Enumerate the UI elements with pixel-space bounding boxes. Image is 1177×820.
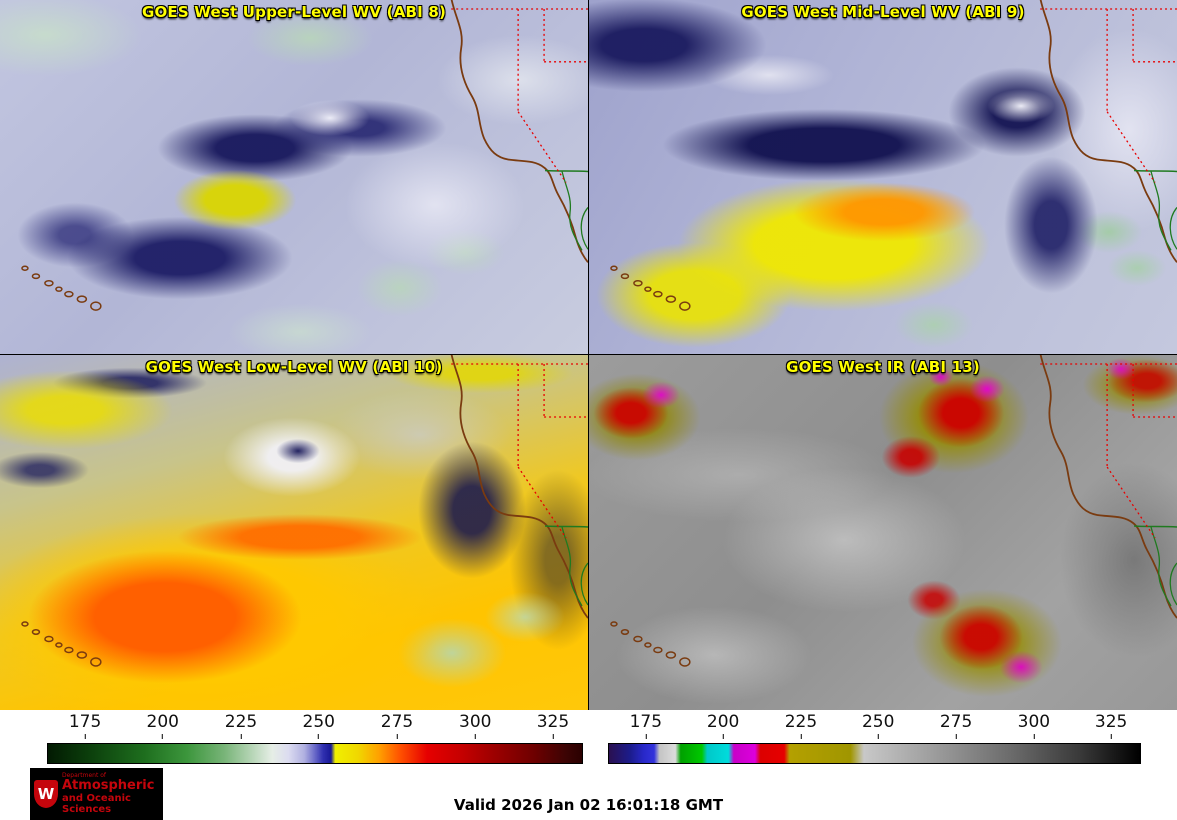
aos-department-logo: W Department of Atmospheric and Oceanic … <box>30 768 163 820</box>
colorbar-wv-gradient <box>47 743 583 764</box>
logo-line-2: and Oceanic Sciences <box>62 793 131 816</box>
tick-label: 250 <box>862 712 894 739</box>
map-overlay-icon <box>610 0 1177 312</box>
tick-label: 200 <box>147 712 179 739</box>
tick-label: 200 <box>707 712 739 739</box>
tick-label: 175 <box>69 712 101 739</box>
logo-line-1: Atmospheric <box>62 778 155 794</box>
tick-label: 300 <box>1018 712 1050 739</box>
logo-text: Department of Atmospheric and Oceanic Sc… <box>62 771 159 816</box>
colorbar-ir: 175 200 225 250 275 300 325 <box>608 710 1141 768</box>
map-overlay-icon <box>610 355 1177 667</box>
crest-letter: W <box>37 785 55 803</box>
logo-dept-line: Department of <box>62 771 106 779</box>
tick-label: 175 <box>630 712 662 739</box>
map-overlay-icon <box>21 355 588 667</box>
panel-ir: GOES West IR (ABI 13) <box>589 355 1177 710</box>
colorbar-ir-gradient <box>608 743 1141 764</box>
satellite-imagery-abi8 <box>0 0 588 354</box>
tick-label: 225 <box>785 712 817 739</box>
panel-title-abi9: GOES West Mid-Level WV (ABI 9) <box>741 3 1025 21</box>
panel-mid-level-wv: GOES West Mid-Level WV (ABI 9) <box>589 0 1177 354</box>
satellite-imagery-abi10 <box>0 355 588 710</box>
valid-time: Valid 2026 Jan 02 16:01:18 GMT <box>453 796 724 814</box>
colorbar-wv: 175 200 225 250 275 300 325 <box>47 710 583 768</box>
tick-label: 275 <box>940 712 972 739</box>
satellite-imagery-abi13 <box>589 355 1177 710</box>
tick-label: 325 <box>537 712 569 739</box>
legend-area: 175 200 225 250 275 300 325 175 200 225 … <box>0 710 1177 820</box>
panel-low-level-wv: GOES West Low-Level WV (ABI 10) <box>0 355 588 710</box>
panel-title-abi10: GOES West Low-Level WV (ABI 10) <box>145 358 443 376</box>
panel-title-abi8: GOES West Upper-Level WV (ABI 8) <box>141 3 447 21</box>
uw-crest-icon: W <box>34 780 58 808</box>
panel-grid: GOES West Upper-Level WV (ABI 8) GOES We… <box>0 0 1177 710</box>
tick-label: 300 <box>459 712 491 739</box>
panel-title-abi13: GOES West IR (ABI 13) <box>786 358 980 376</box>
tick-label: 250 <box>303 712 335 739</box>
tick-label: 225 <box>225 712 257 739</box>
tick-label: 275 <box>381 712 413 739</box>
panel-upper-level-wv: GOES West Upper-Level WV (ABI 8) <box>0 0 588 354</box>
tick-label: 325 <box>1095 712 1127 739</box>
satellite-imagery-abi9 <box>589 0 1177 354</box>
map-overlay-icon <box>21 0 588 312</box>
